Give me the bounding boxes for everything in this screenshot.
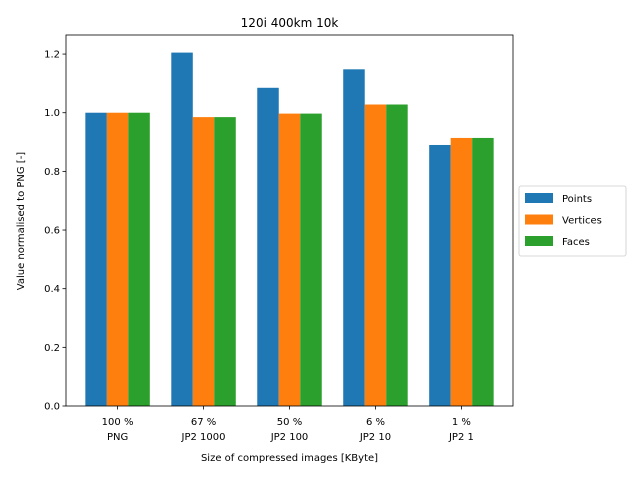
x-tick-label: JP2 10 — [359, 432, 391, 443]
x-tick-label: PNG — [107, 432, 128, 443]
bar-points-4 — [429, 144, 451, 407]
x-tick-label: JP2 100 — [270, 432, 309, 443]
bar-vertices-3 — [364, 104, 387, 406]
bar-faces-4 — [472, 137, 494, 406]
legend-label-faces: Faces — [562, 237, 590, 248]
chart-title: 120i 400km 10k — [241, 16, 339, 30]
bar-faces-0 — [128, 112, 150, 406]
y-tick-label: 0.4 — [44, 284, 60, 295]
y-tick-label: 1.2 — [44, 50, 60, 61]
legend-swatch-points — [525, 193, 553, 203]
bar-faces-3 — [386, 104, 408, 406]
x-tick-label: 100 % — [102, 417, 134, 428]
bar-faces-1 — [214, 117, 236, 407]
bar-vertices-1 — [192, 117, 215, 407]
legend-swatch-vertices — [525, 214, 553, 225]
x-axis-label: Size of compressed images [KByte] — [201, 453, 378, 464]
bar-points-2 — [257, 87, 279, 406]
legend: Points Vertices Faces — [518, 185, 627, 257]
x-tick-label: JP2 1000 — [181, 432, 226, 443]
x-tick-label: 67 % — [191, 417, 216, 428]
legend-swatch-faces — [525, 236, 553, 246]
x-tick-label: 6 % — [366, 417, 385, 428]
y-axis-label: Value normalised to PNG [-] — [16, 152, 27, 291]
y-tick-label: 0.0 — [44, 402, 60, 413]
legend-label-points: Points — [562, 194, 592, 205]
plot-area: 0.0 0.2 0.4 0.6 0.8 1.0 1.2 100 % PNG 67 % JP2 100… — [44, 34, 514, 443]
x-tick-label: 50 % — [277, 417, 302, 428]
bar-vertices-2 — [278, 113, 301, 406]
y-tick-label: 1.0 — [44, 108, 60, 119]
bar-points-3 — [343, 69, 365, 406]
bar-vertices-4 — [450, 137, 473, 406]
bar-vertices-0 — [106, 112, 129, 406]
bar-points-1 — [171, 52, 193, 406]
x-tick-label: JP2 1 — [448, 432, 474, 443]
y-tick-label: 0.2 — [44, 343, 60, 354]
bar-faces-2 — [300, 113, 322, 406]
legend-label-vertices: Vertices — [562, 216, 602, 227]
y-tick-label: 0.8 — [44, 167, 60, 178]
bar-points-0 — [85, 112, 107, 406]
x-tick-label: 1 % — [452, 417, 471, 428]
y-tick-label: 0.6 — [44, 226, 60, 237]
